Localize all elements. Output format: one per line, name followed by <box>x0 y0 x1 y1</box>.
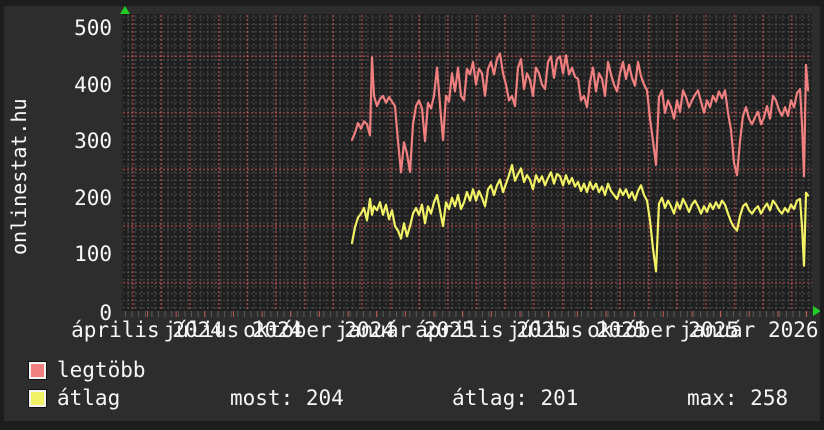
frame-edge <box>820 0 824 430</box>
plot-area <box>122 14 812 311</box>
site-watermark: onlinestat.hu <box>7 98 31 255</box>
stat-atlag: átlag: 201 <box>452 387 578 409</box>
x-axis-labels: április 2024 július 2024 október 2024 ja… <box>0 319 824 343</box>
legend-swatch-atlag <box>28 388 47 408</box>
x-tick-label: július 2025 <box>507 318 647 342</box>
y-tick-label: 0 <box>99 301 112 325</box>
x-tick-label: április 2024 <box>71 318 223 342</box>
series-lines <box>350 52 810 273</box>
x-tick-label: április 2025 <box>415 318 567 342</box>
y-axis-arrow-icon <box>120 6 130 14</box>
legend-label: átlag <box>57 386 121 410</box>
y-tick-label: 300 <box>74 129 112 153</box>
frame-edge <box>0 421 824 430</box>
frame-edge <box>0 0 4 430</box>
x-tick-label: október 2024 <box>243 318 395 342</box>
stat-value: 201 <box>540 386 579 410</box>
legend-item-atlag: átlag <box>28 386 121 410</box>
legend-item-legtobb: legtöbb <box>28 358 146 382</box>
y-tick-label: 100 <box>74 242 112 266</box>
x-axis-ticks <box>122 311 812 317</box>
y-tick-label: 500 <box>74 16 112 40</box>
stat-value: 258 <box>750 386 789 410</box>
x-tick-label: január 2026 <box>679 318 819 342</box>
y-tick-label: 400 <box>74 73 112 97</box>
stat-label: most: <box>230 386 294 410</box>
stat-value: 204 <box>305 386 344 410</box>
stat-label: átlag: <box>452 386 528 410</box>
series-line-legtöbb <box>350 52 810 178</box>
legend-swatch-legtobb <box>28 360 47 380</box>
frame-edge <box>0 0 824 6</box>
stat-most: most: 204 <box>230 387 344 409</box>
series-line-átlag <box>350 163 810 273</box>
legend-label: legtöbb <box>57 358 146 382</box>
y-tick-label: 200 <box>74 186 112 210</box>
stat-max: max: 258 <box>687 387 788 409</box>
x-tick-label: július 2024 <box>163 318 303 342</box>
x-axis-arrow-icon <box>813 306 821 316</box>
x-tick-label: január 2025 <box>335 318 475 342</box>
y-axis-labels: 500 400 300 200 100 0 <box>40 0 112 330</box>
stat-label: max: <box>687 386 738 410</box>
x-tick-label: október 2025 <box>587 318 739 342</box>
